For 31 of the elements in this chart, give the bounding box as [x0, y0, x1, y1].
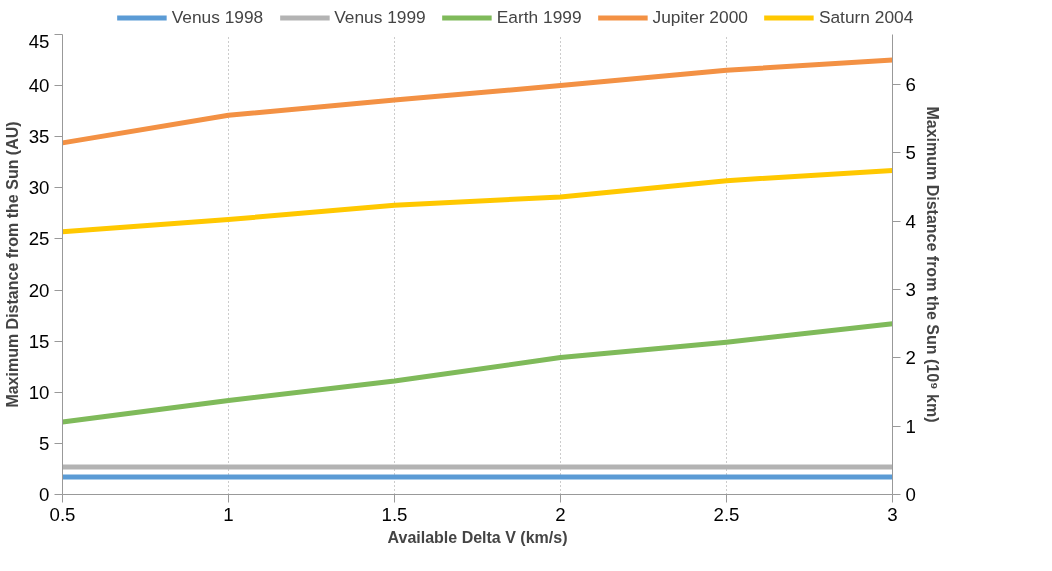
y-tick-label: 0 — [39, 484, 50, 505]
legend-label: Saturn 2004 — [818, 6, 914, 28]
y2-tick-label: 0 — [905, 484, 916, 505]
legend-label: Venus 1999 — [334, 6, 426, 28]
y2-tick-label: 2 — [905, 347, 916, 369]
x-axis-title: Available Delta V (km/s) — [387, 528, 568, 546]
y-tick-label: 25 — [28, 228, 50, 250]
y2-tick-label: 5 — [905, 142, 916, 164]
legend-label: Venus 1998 — [171, 6, 264, 28]
x-tick-label: 2 — [555, 503, 566, 525]
y-axis-title: Maximum Distance from the Sun (AU) — [3, 121, 21, 408]
y2-tick-label: 6 — [905, 73, 916, 95]
y-tick-label: 5 — [39, 432, 50, 454]
y-tick-label: 10 — [28, 381, 50, 403]
x-tick-label: 1 — [223, 503, 234, 525]
y-tick-label: 45 — [28, 30, 50, 52]
y2-tick-label: 1 — [905, 415, 916, 437]
y2-tick-label: 4 — [905, 210, 916, 232]
y-tick-label: 30 — [28, 177, 50, 199]
y-tick-label: 15 — [28, 330, 50, 352]
x-tick-label: 2.5 — [713, 503, 740, 525]
legend-label: Earth 1999 — [496, 6, 582, 28]
y-tick-label: 40 — [28, 75, 50, 97]
x-tick-label: 1.5 — [381, 503, 408, 525]
x-tick-label: 3 — [887, 503, 898, 525]
y2-axis-title: Maximum Distance from the Sun (10⁹ km) — [923, 106, 941, 423]
y-tick-label: 20 — [28, 279, 50, 301]
x-tick-label: 0.5 — [49, 503, 76, 525]
y2-tick-label: 3 — [905, 278, 916, 300]
legend-label: Jupiter 2000 — [652, 6, 748, 28]
y-tick-label: 35 — [28, 126, 50, 148]
